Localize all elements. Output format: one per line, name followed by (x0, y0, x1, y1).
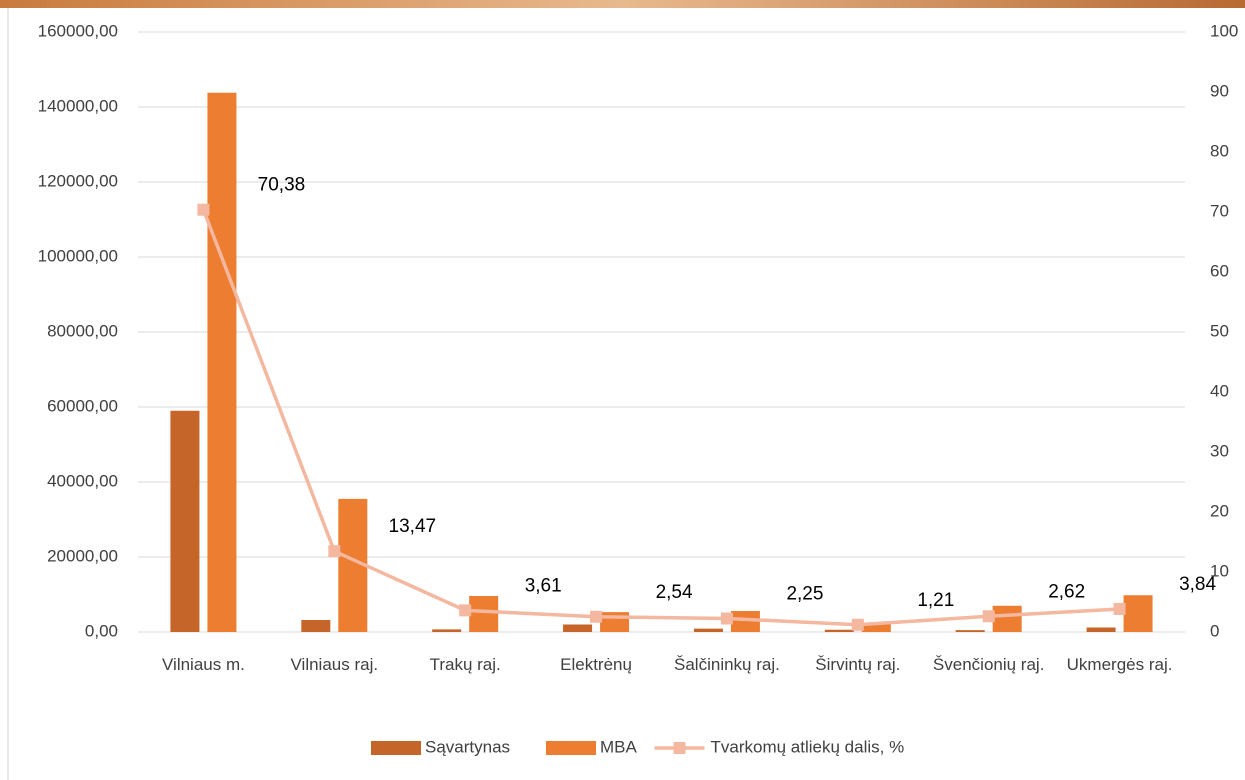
y-tick-label: 140000,00 (38, 96, 118, 115)
x-tick-label: Šalčininkų raj. (674, 655, 780, 674)
bar (824, 629, 854, 632)
data-label: 3,61 (525, 575, 562, 596)
legend-label: Tvarkomų atliekų dalis, % (711, 737, 905, 756)
y-tick-label: 0,00 (85, 621, 118, 640)
y2-tick-label: 60 (1210, 261, 1229, 280)
bar (1086, 627, 1116, 632)
x-tick-label: Trakų raj. (429, 655, 501, 674)
y2-tick-label: 30 (1210, 441, 1229, 460)
line-marker (459, 604, 472, 617)
bar (301, 620, 331, 632)
bar (207, 92, 237, 632)
bar (861, 623, 891, 632)
line-marker (982, 610, 995, 623)
bar (563, 624, 593, 632)
y-tick-label: 60000,00 (47, 396, 118, 415)
bar (1123, 595, 1153, 632)
y-tick-label: 120000,00 (38, 171, 118, 190)
bar (730, 611, 760, 632)
header-strip (0, 0, 1245, 8)
y2-tick-label: 100 (1210, 21, 1238, 40)
y-tick-label: 100000,00 (38, 246, 118, 265)
y-tick-label: 160000,00 (38, 21, 118, 40)
y2-tick-label: 50 (1210, 321, 1229, 340)
y2-tick-label: 90 (1210, 81, 1229, 100)
y2-tick-label: 10 (1210, 561, 1229, 580)
x-tick-label: Vilniaus raj. (290, 655, 379, 674)
line-marker (1113, 602, 1126, 615)
legend-label: Sąvartynas (425, 737, 510, 756)
line-marker (851, 618, 864, 631)
bar (693, 628, 723, 632)
bar (955, 630, 985, 632)
x-tick-label: Vilniaus m. (162, 655, 245, 674)
data-label: 2,54 (656, 582, 693, 603)
bar (600, 612, 630, 632)
data-label: 13,47 (389, 516, 437, 537)
x-tick-label: Ukmergės raj. (1066, 655, 1173, 674)
line (201, 209, 1120, 627)
y2-tick-label: 40 (1210, 381, 1229, 400)
legend-label: MBA (600, 737, 638, 756)
legend-swatch (546, 741, 596, 755)
bar (170, 410, 200, 632)
y2-tick-label: 20 (1210, 501, 1229, 520)
legend-swatch-marker (673, 742, 686, 754)
y2-tick-label: 0 (1210, 621, 1219, 640)
data-label: 3,84 (1179, 574, 1216, 595)
data-label: 2,62 (1048, 581, 1085, 602)
line-marker (328, 545, 341, 558)
data-label: 2,25 (786, 584, 823, 605)
y-tick-label: 20000,00 (47, 546, 118, 565)
x-tick-label: Švenčionių raj. (932, 655, 1045, 674)
x-tick-label: Elektrėnų (560, 655, 632, 674)
bar (469, 596, 499, 632)
y-tick-label: 40000,00 (47, 471, 118, 490)
y2-tick-label: 80 (1210, 141, 1229, 160)
bar (992, 605, 1022, 632)
y-tick-label: 80000,00 (47, 321, 118, 340)
line-marker (197, 203, 210, 216)
y2-tick-label: 70 (1210, 201, 1229, 220)
line-marker (590, 610, 603, 623)
x-tick-label: Širvintų raj. (815, 655, 901, 674)
bar (432, 629, 462, 632)
legend-swatch (371, 741, 421, 755)
data-label: 1,21 (917, 590, 954, 611)
data-label: 70,38 (258, 175, 306, 196)
line-marker (720, 612, 733, 625)
